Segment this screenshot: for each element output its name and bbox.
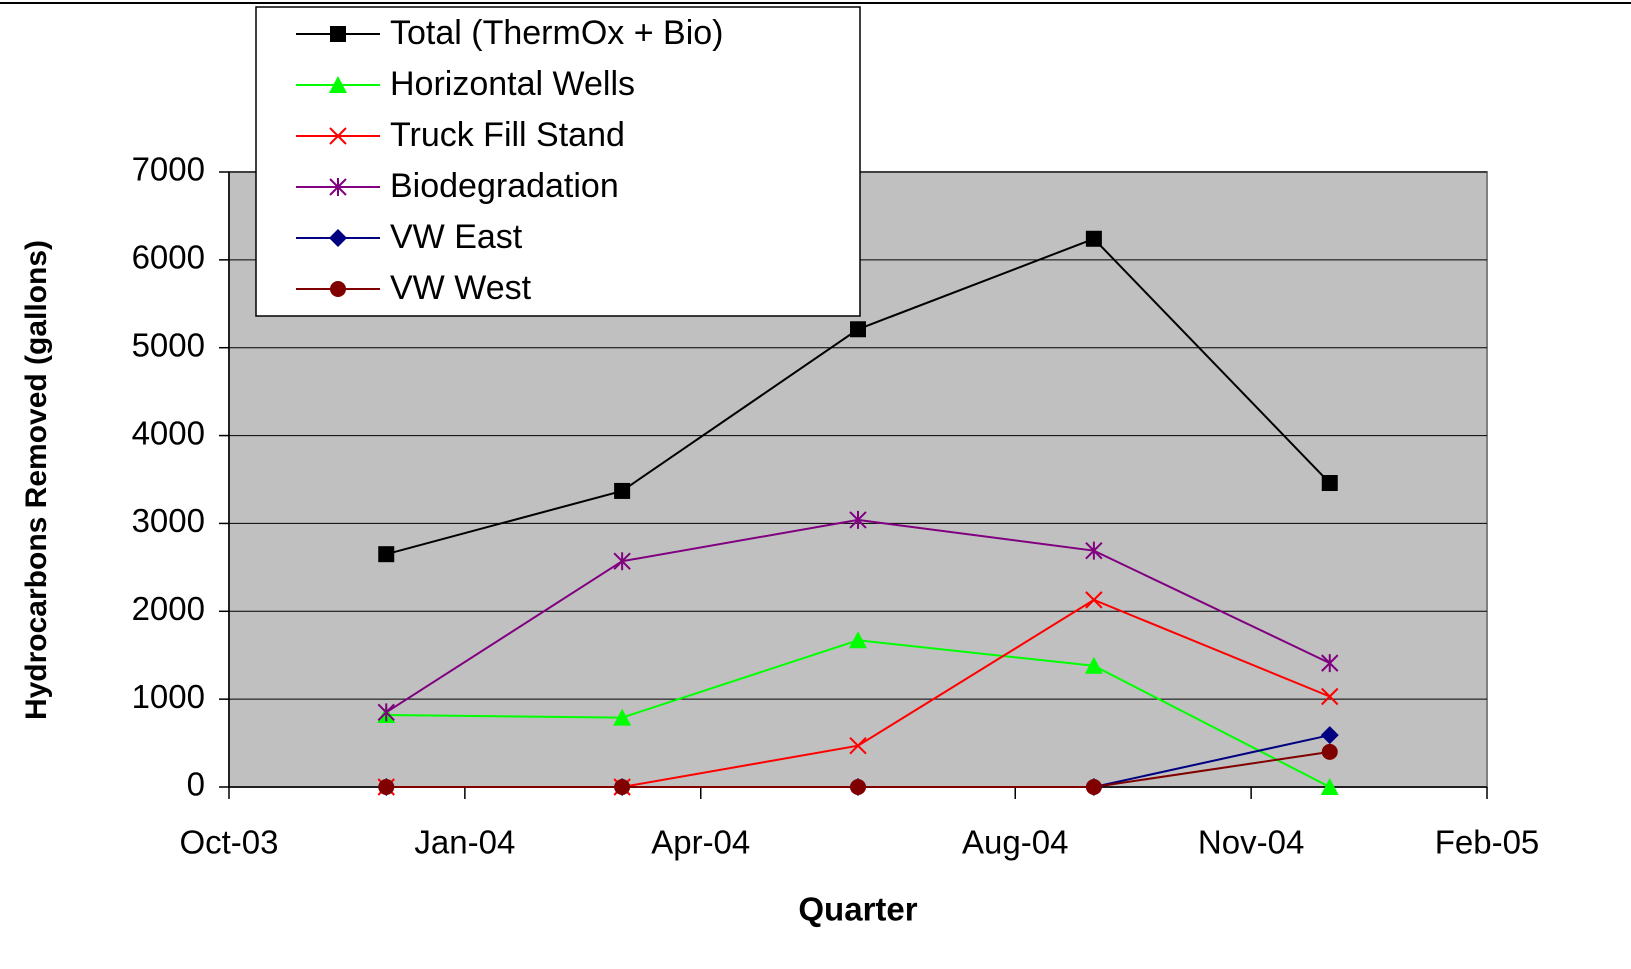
marker — [614, 482, 631, 499]
x-tick-label: Nov-04 — [1198, 824, 1304, 861]
marker — [1085, 591, 1103, 609]
legend-label: VW East — [390, 218, 523, 256]
marker — [1085, 541, 1103, 560]
marker — [850, 779, 866, 795]
legend-label: Truck Fill Stand — [390, 116, 625, 154]
y-axis-label: Hydrocarbons Removed (gallons) — [20, 240, 53, 720]
x-tick-label: Aug-04 — [962, 824, 1068, 861]
marker — [378, 779, 395, 795]
marker — [1321, 475, 1338, 492]
marker — [330, 26, 346, 42]
marker — [849, 631, 867, 649]
marker — [1084, 656, 1103, 674]
x-tick-label: Feb-05 — [1435, 824, 1540, 861]
y-tick-label: 5000 — [132, 326, 205, 363]
x-tick-label: Oct-03 — [179, 824, 278, 861]
marker — [1321, 743, 1338, 760]
marker — [378, 546, 395, 563]
marker — [377, 703, 395, 722]
marker — [613, 708, 632, 726]
marker — [1085, 230, 1102, 247]
x-tick-label: Jan-04 — [414, 824, 515, 861]
marker — [613, 552, 631, 571]
y-tick-label: 6000 — [132, 239, 205, 276]
legend-label: VW West — [390, 269, 532, 307]
y-tick-label: 4000 — [132, 414, 205, 451]
marker — [849, 510, 867, 529]
y-tick-label: 3000 — [132, 502, 205, 539]
y-tick-label: 1000 — [132, 678, 205, 715]
marker — [329, 178, 347, 196]
marker — [329, 127, 347, 145]
marker — [1321, 654, 1339, 673]
marker — [329, 229, 347, 247]
marker — [1320, 778, 1339, 795]
y-tick-label: 7000 — [132, 151, 205, 188]
y-tick-label: 0 — [187, 766, 205, 803]
x-tick-label: Apr-04 — [651, 824, 750, 861]
marker — [329, 76, 347, 93]
legend-label: Biodegradation — [390, 167, 619, 205]
marker — [850, 321, 866, 338]
marker — [1085, 779, 1102, 795]
marker — [614, 779, 631, 795]
legend-label: Horizontal Wells — [390, 65, 635, 103]
marker — [1320, 726, 1339, 745]
y-tick-label: 2000 — [132, 590, 205, 627]
marker — [1321, 687, 1339, 706]
marker — [330, 281, 346, 297]
x-axis-label: Quarter — [798, 891, 917, 928]
legend-label: Total (ThermOx + Bio) — [390, 14, 723, 52]
legend-box — [255, 6, 861, 317]
marker — [849, 736, 867, 755]
